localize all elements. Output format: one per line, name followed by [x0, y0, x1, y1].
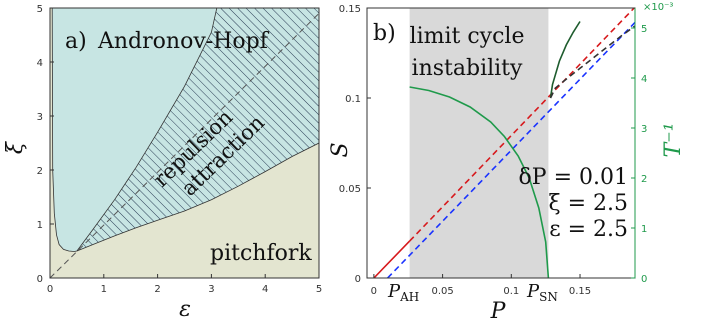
panel-b-y2-tick-label: 3: [641, 124, 647, 135]
panel-b-y2-tick-label: 5: [641, 24, 647, 35]
panel-b-x-tick-label: 0.05: [431, 286, 453, 297]
panel-a-y-tick-label: 0: [37, 274, 43, 285]
pitchfork-label: pitchfork: [210, 241, 312, 266]
panel-a-x-tick-label: 1: [101, 284, 107, 295]
panel-b-x-tick-label: 0.15: [569, 286, 591, 297]
panel-b-y2-tick-label: 2: [641, 174, 647, 185]
panel-b-xlabel: P: [490, 299, 507, 324]
panel-a-y-ticks: 0 1 2 3 4 5: [37, 4, 54, 285]
panel-a: 0 1 2 3 4 5 0 1 2 3 4 5 a) Andronov-Hopf pitchfork…: [3, 4, 322, 322]
panel-b-ylabel: S: [328, 142, 353, 157]
boundary-upper-curve: [76, 8, 218, 252]
panel-a-x-tick-label: 3: [208, 284, 214, 295]
panel-a-x-tick-label: 2: [154, 284, 160, 295]
panel-a-y-tick-label: 2: [37, 166, 43, 177]
panel-b-y2label: T⁻¹: [661, 122, 686, 157]
series-line-0: [373, 240, 411, 278]
boundary-left-curve: [51, 8, 77, 252]
boundary-lower-curve: [76, 142, 319, 252]
hatched-region: [76, 8, 319, 251]
panel-b-series: [373, 8, 635, 278]
andronov-hopf-label: Andronov-Hopf: [97, 29, 270, 54]
panel-a-label: a): [65, 29, 87, 54]
panel-a-y-tick-label: 5: [37, 4, 43, 15]
panel-b-y-tick-label: 0.15: [339, 4, 361, 15]
limit-cycle-band: [409, 8, 549, 278]
panel-a-y-tick-label: 4: [37, 58, 43, 69]
panel-b-y-tick-label: 0.1: [345, 94, 361, 105]
panel-b-y-tick-label: 0: [355, 274, 361, 285]
series-line-5: [409, 86, 550, 278]
panel-b-x-ticks: 0 0.05 0.1 0.15 PAH PSN: [371, 274, 591, 304]
panel-b-y2-tick-label: 0: [641, 274, 647, 285]
panel-a-x-ticks: 0 1 2 3 4 5: [47, 274, 322, 295]
panel-a-x-tick-label: 5: [316, 284, 322, 295]
param-delta-p: δP = 0.01: [519, 165, 628, 190]
param-epsilon: ε = 2.5: [549, 217, 628, 242]
panel-b-x-tick-label: 0.1: [503, 286, 519, 297]
panel-a-x-tick-label: 4: [262, 284, 268, 295]
special-tick-sn: PSN: [526, 281, 558, 304]
panel-a-y-tick-label: 1: [37, 220, 43, 231]
panel-b-y-tick-label: 0.05: [339, 184, 361, 195]
panel-b-x-tick-label: 0: [371, 286, 377, 297]
band-label-line1: limit cycle: [410, 24, 525, 49]
panel-b-y2-tick-label: 4: [641, 74, 647, 85]
panel-a-frame: [49, 7, 320, 279]
panel-b: 0 0.05 0.1 0.15 PAH PSN 0 0.05 0.1 0.15 0 1 2 3 4 5 b…: [328, 2, 686, 324]
panel-a-x-tick-label: 0: [47, 284, 53, 295]
series-line-3: [549, 21, 581, 99]
diagonal-dashed-line: [50, 13, 319, 278]
series-line-1: [409, 8, 635, 242]
param-xi: ξ = 2.5: [548, 191, 628, 216]
panel-b-label: b): [373, 21, 396, 46]
panel-b-y-ticks: 0 0.05 0.1 0.15: [339, 4, 371, 285]
panel-a-y-tick-label: 3: [37, 112, 43, 123]
pitchfork-region: [50, 8, 319, 278]
panel-b-y2-multiplier: ×10⁻³: [643, 2, 673, 13]
panel-a-xlabel: ε: [179, 297, 191, 322]
special-tick-ah: PAH: [387, 281, 419, 304]
series-line-4: [549, 25, 635, 99]
panel-a-ylabel: ξ: [3, 140, 28, 154]
panel-b-y2-ticks: 0 1 2 3 4 5: [631, 24, 647, 285]
band-label-line2: instability: [412, 56, 523, 81]
panel-b-y2-tick-label: 1: [641, 224, 647, 235]
